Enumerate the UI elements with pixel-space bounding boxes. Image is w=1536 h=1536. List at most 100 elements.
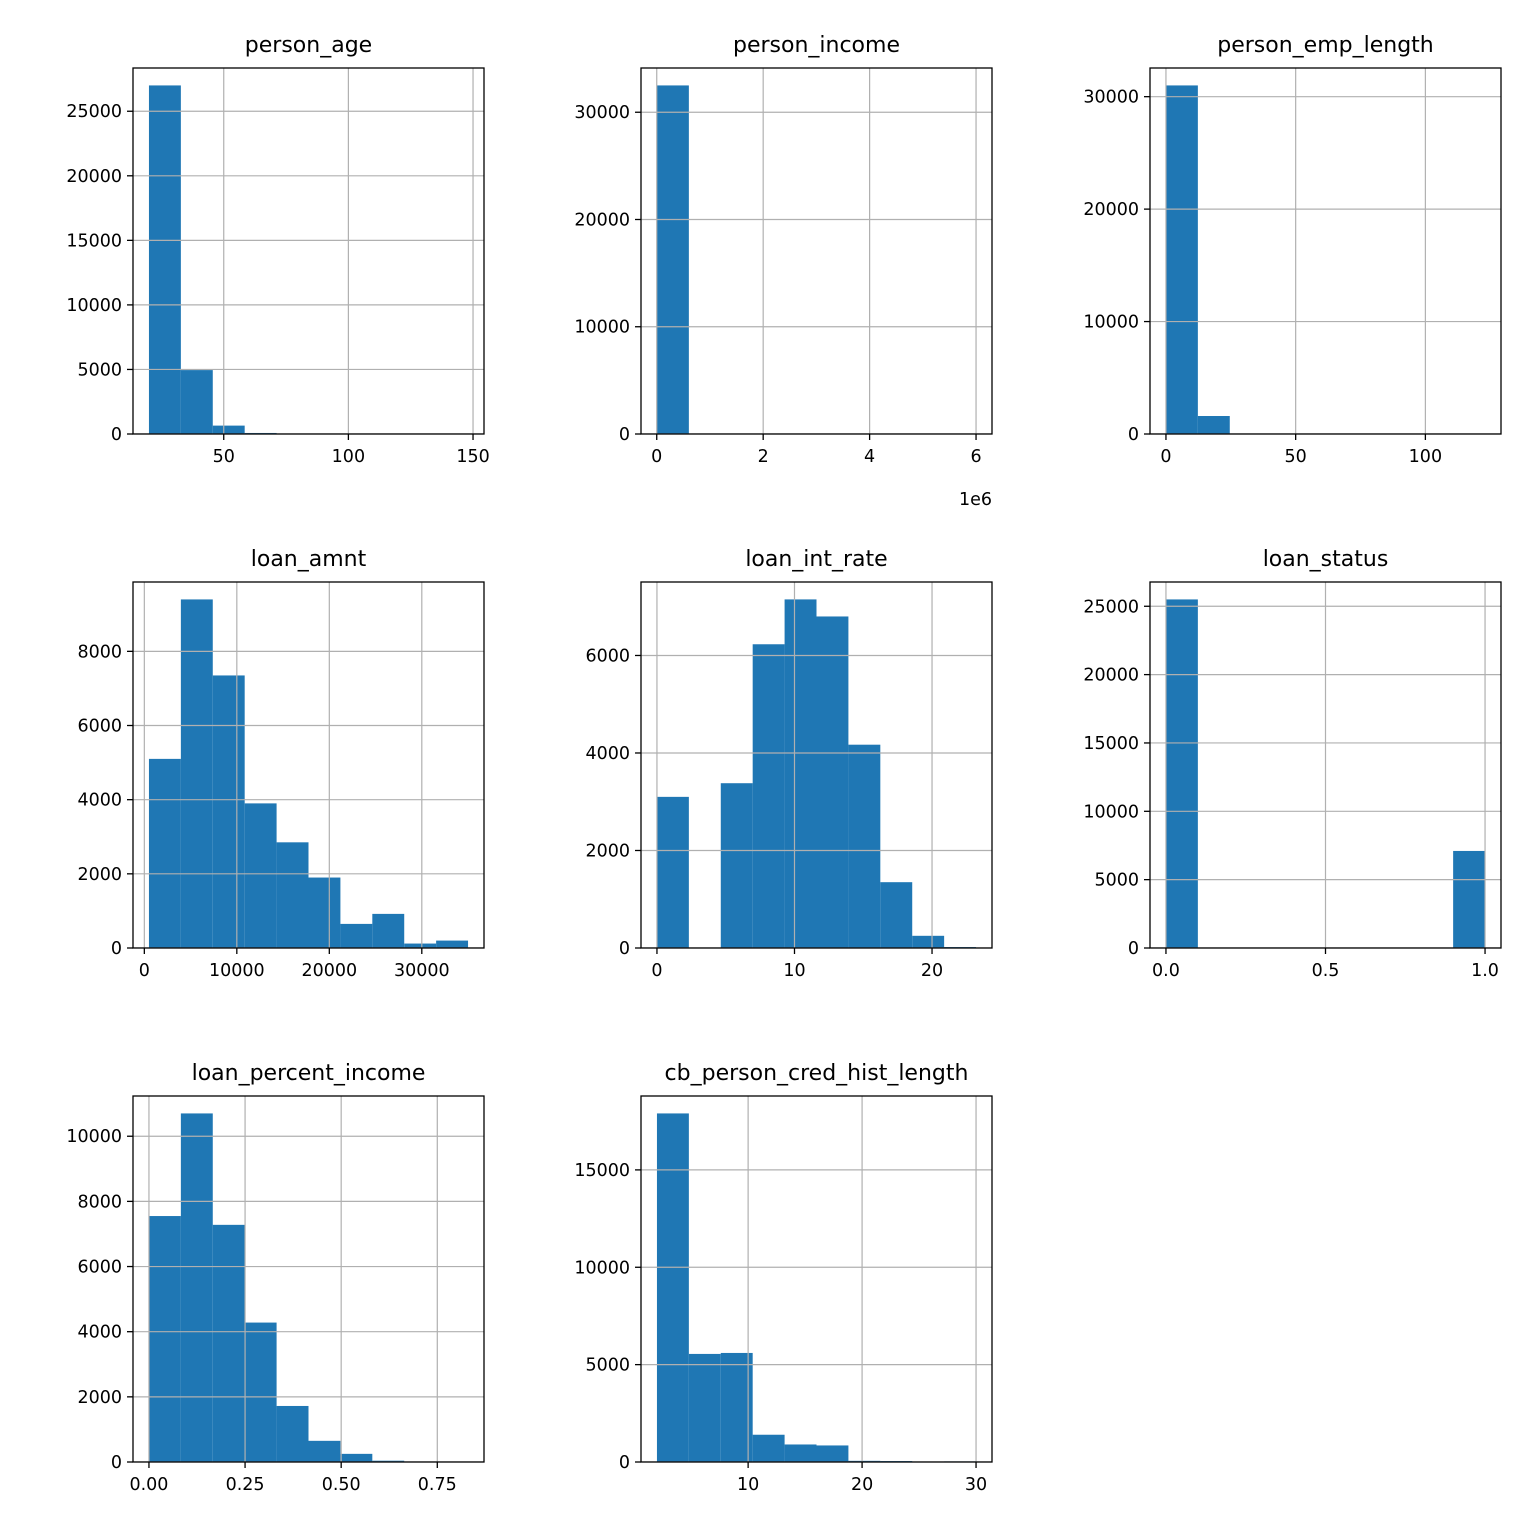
y-tick-label: 10000 bbox=[66, 1127, 122, 1147]
bars-group bbox=[1165, 85, 1486, 434]
y-tick-label: 10000 bbox=[1083, 313, 1139, 333]
bars-group bbox=[656, 599, 977, 948]
histogram-bar bbox=[816, 1445, 849, 1462]
histogram-bar bbox=[404, 943, 437, 948]
y-tick-label: 20000 bbox=[66, 167, 122, 187]
histogram-bar bbox=[276, 842, 309, 948]
histogram-bar bbox=[436, 940, 469, 948]
histogram-panel-person_income: 0 2 4 6 0 10000 20000 30000 person_income 1e6 bbox=[574, 33, 993, 510]
grid-group bbox=[133, 582, 484, 948]
y-tick-label: 0 bbox=[111, 425, 122, 445]
bars-group bbox=[656, 1113, 977, 1462]
y-tick-label: 2000 bbox=[585, 841, 630, 861]
histogram-bar bbox=[912, 935, 945, 948]
x-tick-label: 50 bbox=[213, 447, 235, 467]
panels-root: 50 100 1500500010000150002000025000person_… bbox=[66, 33, 1502, 1495]
y-tick-label: 5000 bbox=[1094, 871, 1139, 891]
histogram-bar bbox=[1197, 416, 1230, 434]
histogram-panel-cb_person_cred_hist_length: 10 20 30 0 5000 10000 15000 cb_person_cred_hist… bbox=[574, 1061, 993, 1495]
histogram-panel-person_age: 50 100 150 0 5000 10000 15000 20000 25000 person_… bbox=[66, 33, 489, 467]
x-tick-label: 0.00 bbox=[129, 1475, 168, 1495]
y-tick-label: 30000 bbox=[574, 103, 630, 123]
grid-group bbox=[641, 68, 992, 434]
x-tick-label: 30 bbox=[965, 1475, 987, 1495]
histogram-bar bbox=[880, 882, 913, 948]
y-tick-label: 0 bbox=[619, 425, 630, 445]
y-tick-label: 20000 bbox=[1083, 200, 1139, 220]
x-tick-label: 10000 bbox=[209, 961, 265, 981]
axes-frame bbox=[640, 1095, 993, 1463]
x-tick-label: 1.0 bbox=[1471, 961, 1499, 981]
y-tick-label: 8000 bbox=[77, 1192, 122, 1212]
axes-frame bbox=[640, 581, 993, 949]
histogram-bar bbox=[784, 599, 817, 948]
x-tick-label: 0.0 bbox=[1152, 961, 1180, 981]
histogram-bar bbox=[148, 85, 181, 434]
y-tick-label: 15000 bbox=[66, 231, 122, 251]
y-tick-label: 6000 bbox=[77, 1258, 122, 1278]
histogram-bar bbox=[212, 675, 245, 948]
histogram-bar bbox=[244, 1322, 277, 1462]
histogram-panel-loan_percent_income: 0.00 0.25 0.50 0.75 0 2000 4000 6000 8000 10000 lo… bbox=[66, 1061, 485, 1495]
panel-title: loan_percent_income bbox=[192, 1061, 426, 1086]
y-tick-label: 30000 bbox=[1083, 88, 1139, 108]
histogram-bar bbox=[720, 783, 753, 948]
histogram-bar bbox=[148, 1216, 181, 1462]
axes-frame bbox=[132, 1095, 485, 1463]
panel-title: loan_int_rate bbox=[745, 547, 887, 572]
y-tick-label: 0 bbox=[619, 1453, 630, 1473]
y-tick-label: 15000 bbox=[574, 1161, 630, 1181]
x-tick-label: 20 bbox=[851, 1475, 873, 1495]
histogram-bar bbox=[180, 370, 213, 434]
y-tick-label: 5000 bbox=[585, 1356, 630, 1376]
y-tick-label: 4000 bbox=[77, 1323, 122, 1343]
histogram-panel-person_emp_length: 0 50 100 0 10000 20000 30000 person_emp_length bbox=[1083, 33, 1502, 467]
bars-group bbox=[656, 85, 977, 434]
x-tick-label: 6 bbox=[970, 447, 981, 467]
histogram-bar bbox=[180, 1113, 213, 1462]
x-tick-label: 0.25 bbox=[226, 1475, 265, 1495]
x-tick-label: 0 bbox=[139, 961, 150, 981]
y-tick-label: 20000 bbox=[1083, 666, 1139, 686]
y-tick-label: 4000 bbox=[77, 791, 122, 811]
x-offset-label: 1e6 bbox=[959, 490, 992, 510]
histogram-bar bbox=[180, 599, 213, 948]
x-tick-label: 20 bbox=[921, 961, 943, 981]
x-tick-label: 10 bbox=[783, 961, 805, 981]
grid-group bbox=[133, 1096, 484, 1462]
x-tick-label: 0.75 bbox=[418, 1475, 457, 1495]
histogram-bar bbox=[656, 1113, 689, 1462]
x-tick-label: 2 bbox=[758, 447, 769, 467]
x-tick-label: 0 bbox=[651, 447, 662, 467]
histogram-bar bbox=[848, 744, 881, 948]
panel-title: loan_status bbox=[1263, 547, 1389, 572]
y-tick-label: 25000 bbox=[1083, 597, 1139, 617]
y-tick-label: 25000 bbox=[66, 102, 122, 122]
axes-frame bbox=[1149, 67, 1502, 435]
grid-group bbox=[133, 68, 484, 434]
x-tick-label: 4 bbox=[864, 447, 875, 467]
x-tick-label: 0.5 bbox=[1312, 961, 1340, 981]
histogram-panel-loan_amnt: 0 10000 20000 30000 0 2000 4000 6000 8000 loan_am… bbox=[77, 547, 485, 981]
histogram-bar bbox=[656, 796, 689, 948]
panel-title: person_age bbox=[245, 33, 372, 58]
y-tick-label: 0 bbox=[111, 939, 122, 959]
histogram-bar bbox=[212, 1224, 245, 1462]
x-tick-label: 0.50 bbox=[322, 1475, 361, 1495]
histogram-bar bbox=[308, 877, 341, 948]
y-tick-label: 0 bbox=[1128, 425, 1139, 445]
histogram-bar bbox=[1165, 85, 1198, 434]
axes-frame bbox=[640, 67, 993, 435]
axes-frame bbox=[132, 67, 485, 435]
histogram-bar bbox=[816, 616, 849, 948]
bars-group bbox=[148, 599, 469, 948]
x-tick-label: 30000 bbox=[394, 961, 450, 981]
grid-group bbox=[641, 1096, 992, 1462]
x-tick-label: 100 bbox=[1409, 447, 1442, 467]
histogram-bar bbox=[372, 1460, 405, 1462]
histogram-bar bbox=[276, 1405, 309, 1462]
y-tick-label: 10000 bbox=[1083, 802, 1139, 822]
histogram-bar bbox=[784, 1444, 817, 1462]
x-tick-label: 100 bbox=[332, 447, 365, 467]
y-tick-label: 2000 bbox=[77, 865, 122, 885]
